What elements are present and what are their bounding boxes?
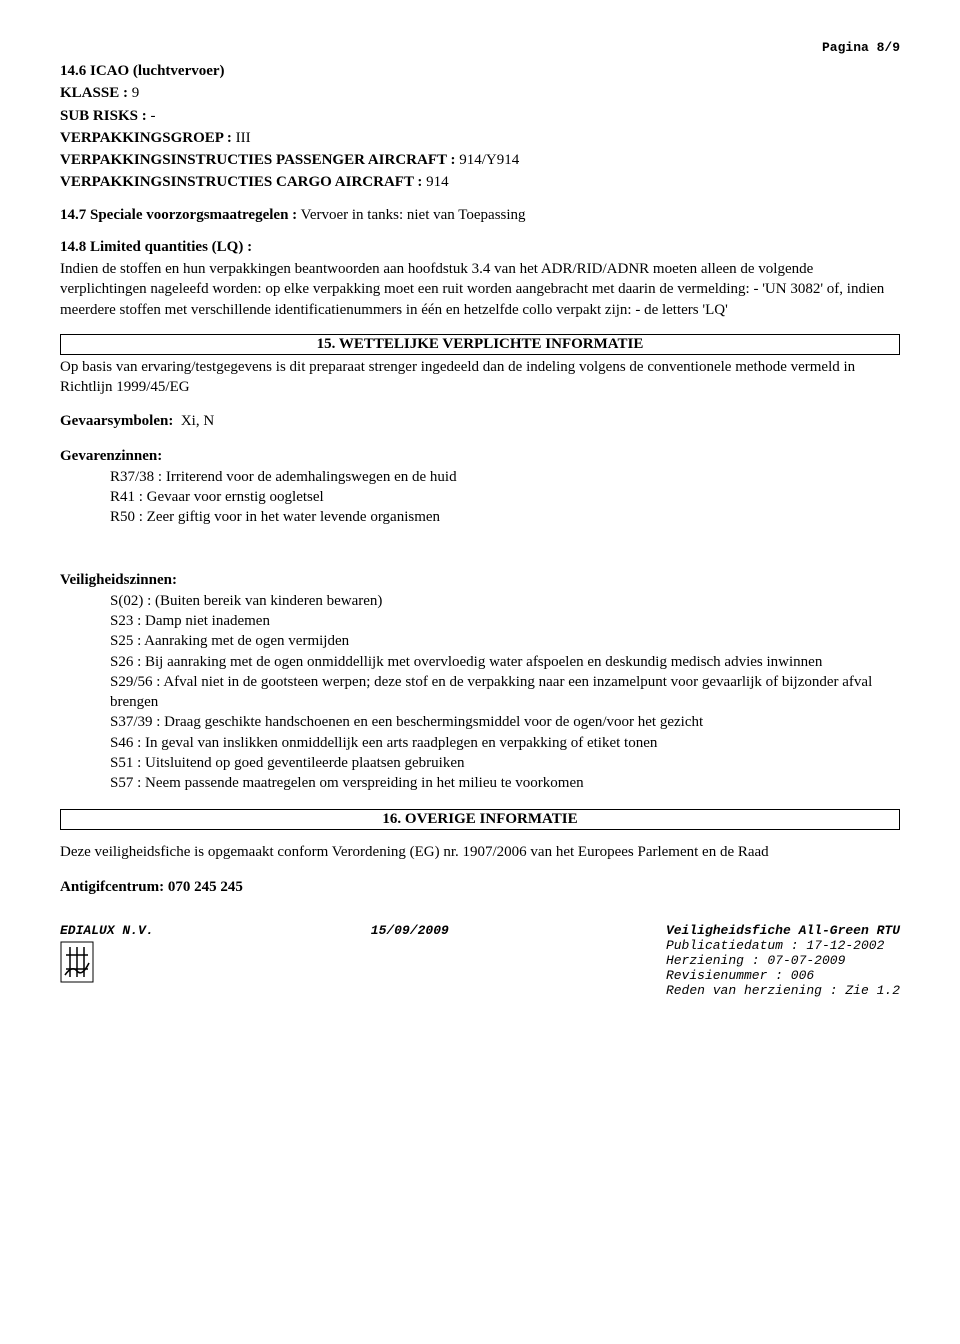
s-item: S25 : Aanraking met de ogen vermijden: [110, 631, 900, 651]
footer-left: EDIALUX N.V.: [60, 923, 154, 998]
antigif-value: 070 245 245: [168, 879, 243, 895]
s-item: S57 : Neem passende maatregelen om versp…: [110, 773, 900, 793]
s14-7-label: 14.7 Speciale voorzorgsmaatregelen :: [60, 207, 297, 223]
s-phrases-list: S(02) : (Buiten bereik van kinderen bewa…: [60, 591, 900, 794]
s-item: S29/56 : Afval niet in de gootsteen werp…: [110, 672, 900, 713]
instr-cargo-line: VERPAKKINGSINSTRUCTIES CARGO AIRCRAFT : …: [60, 172, 900, 192]
r-item: R50 : Zeer giftig voor in het water leve…: [110, 507, 900, 527]
klasse-label: KLASSE :: [60, 85, 128, 101]
instr-passenger-line: VERPAKKINGSINSTRUCTIES PASSENGER AIRCRAF…: [60, 150, 900, 170]
subrisks-line: SUB RISKS : -: [60, 106, 900, 126]
klasse-value: 9: [132, 85, 140, 101]
s-item: S23 : Damp niet inademen: [110, 611, 900, 631]
s-item: S37/39 : Draag geschikte handschoenen en…: [110, 712, 900, 732]
gevarenzinnen-label: Gevarenzinnen:: [60, 446, 900, 466]
company-logo-icon: [60, 941, 94, 983]
footer-revision-date: Herziening : 07-07-2009: [666, 953, 900, 968]
instr-cargo-label: VERPAKKINGSINSTRUCTIES CARGO AIRCRAFT :: [60, 174, 422, 190]
antigif-label: Antigifcentrum:: [60, 879, 164, 895]
footer-company: EDIALUX N.V.: [60, 923, 154, 938]
s-item: S46 : In geval van inslikken onmiddellij…: [110, 733, 900, 753]
footer-doc-title: Veiligheidsfiche All-Green RTU: [666, 923, 900, 938]
s-item: S26 : Bij aanraking met de ogen onmiddel…: [110, 652, 900, 672]
section-15-heading: 15. WETTELIJKE VERPLICHTE INFORMATIE: [60, 334, 900, 355]
section-14-7: 14.7 Speciale voorzorgsmaatregelen : Ver…: [60, 205, 900, 225]
document-page: Pagina 8/9 14.6 ICAO (luchtvervoer) KLAS…: [0, 0, 960, 1028]
antigif-line: Antigifcentrum: 070 245 245: [60, 877, 900, 897]
page-number: Pagina 8/9: [60, 40, 900, 55]
r-item: R37/38 : Irriterend voor de ademhalingsw…: [110, 467, 900, 487]
s16-text: Deze veiligheidsfiche is opgemaakt confo…: [60, 842, 900, 862]
s14-8-text: Indien de stoffen en hun verpakkingen be…: [60, 259, 900, 320]
r-phrases-list: R37/38 : Irriterend voor de ademhalingsw…: [60, 467, 900, 528]
subrisks-label: SUB RISKS :: [60, 108, 147, 124]
veiligheidszinnen-label: Veiligheidszinnen:: [60, 570, 900, 590]
section-14-6-title: 14.6 ICAO (luchtvervoer): [60, 61, 900, 81]
footer-right: Veiligheidsfiche All-Green RTU Publicati…: [666, 923, 900, 998]
verpakkingsgroep-line: VERPAKKINGSGROEP : III: [60, 128, 900, 148]
s-item: S51 : Uitsluitend op goed geventileerde …: [110, 753, 900, 773]
gevaarsymbolen-value: Xi, N: [181, 413, 214, 429]
instr-passenger-value: 914/Y914: [459, 152, 519, 168]
gevaarsymbolen-line: Gevaarsymbolen: Xi, N: [60, 411, 900, 431]
instr-passenger-label: VERPAKKINGSINSTRUCTIES PASSENGER AIRCRAF…: [60, 152, 456, 168]
r-item: R41 : Gevaar voor ernstig oogletsel: [110, 487, 900, 507]
s-item: S(02) : (Buiten bereik van kinderen bewa…: [110, 591, 900, 611]
gevaarsymbolen-label: Gevaarsymbolen:: [60, 413, 173, 429]
s14-7-value: Vervoer in tanks: niet van Toepassing: [301, 207, 526, 223]
footer-center-date: 15/09/2009: [154, 923, 666, 998]
footer-pubdate: Publicatiedatum : 17-12-2002: [666, 938, 900, 953]
footer-revision-number: Revisienummer : 006: [666, 968, 900, 983]
page-footer: EDIALUX N.V. 15/09/2009 Veiligheidsfiche…: [60, 923, 900, 998]
instr-cargo-value: 914: [426, 174, 449, 190]
verpakkingsgroep-label: VERPAKKINGSGROEP :: [60, 130, 232, 146]
s15-intro: Op basis van ervaring/testgegevens is di…: [60, 357, 900, 398]
s14-8-label: 14.8 Limited quantities (LQ) :: [60, 237, 900, 257]
klasse-line: KLASSE : 9: [60, 83, 900, 103]
subrisks-value: -: [150, 108, 155, 124]
footer-revision-reason: Reden van herziening : Zie 1.2: [666, 983, 900, 998]
section-16-heading: 16. OVERIGE INFORMATIE: [60, 809, 900, 830]
verpakkingsgroep-value: III: [236, 130, 251, 146]
